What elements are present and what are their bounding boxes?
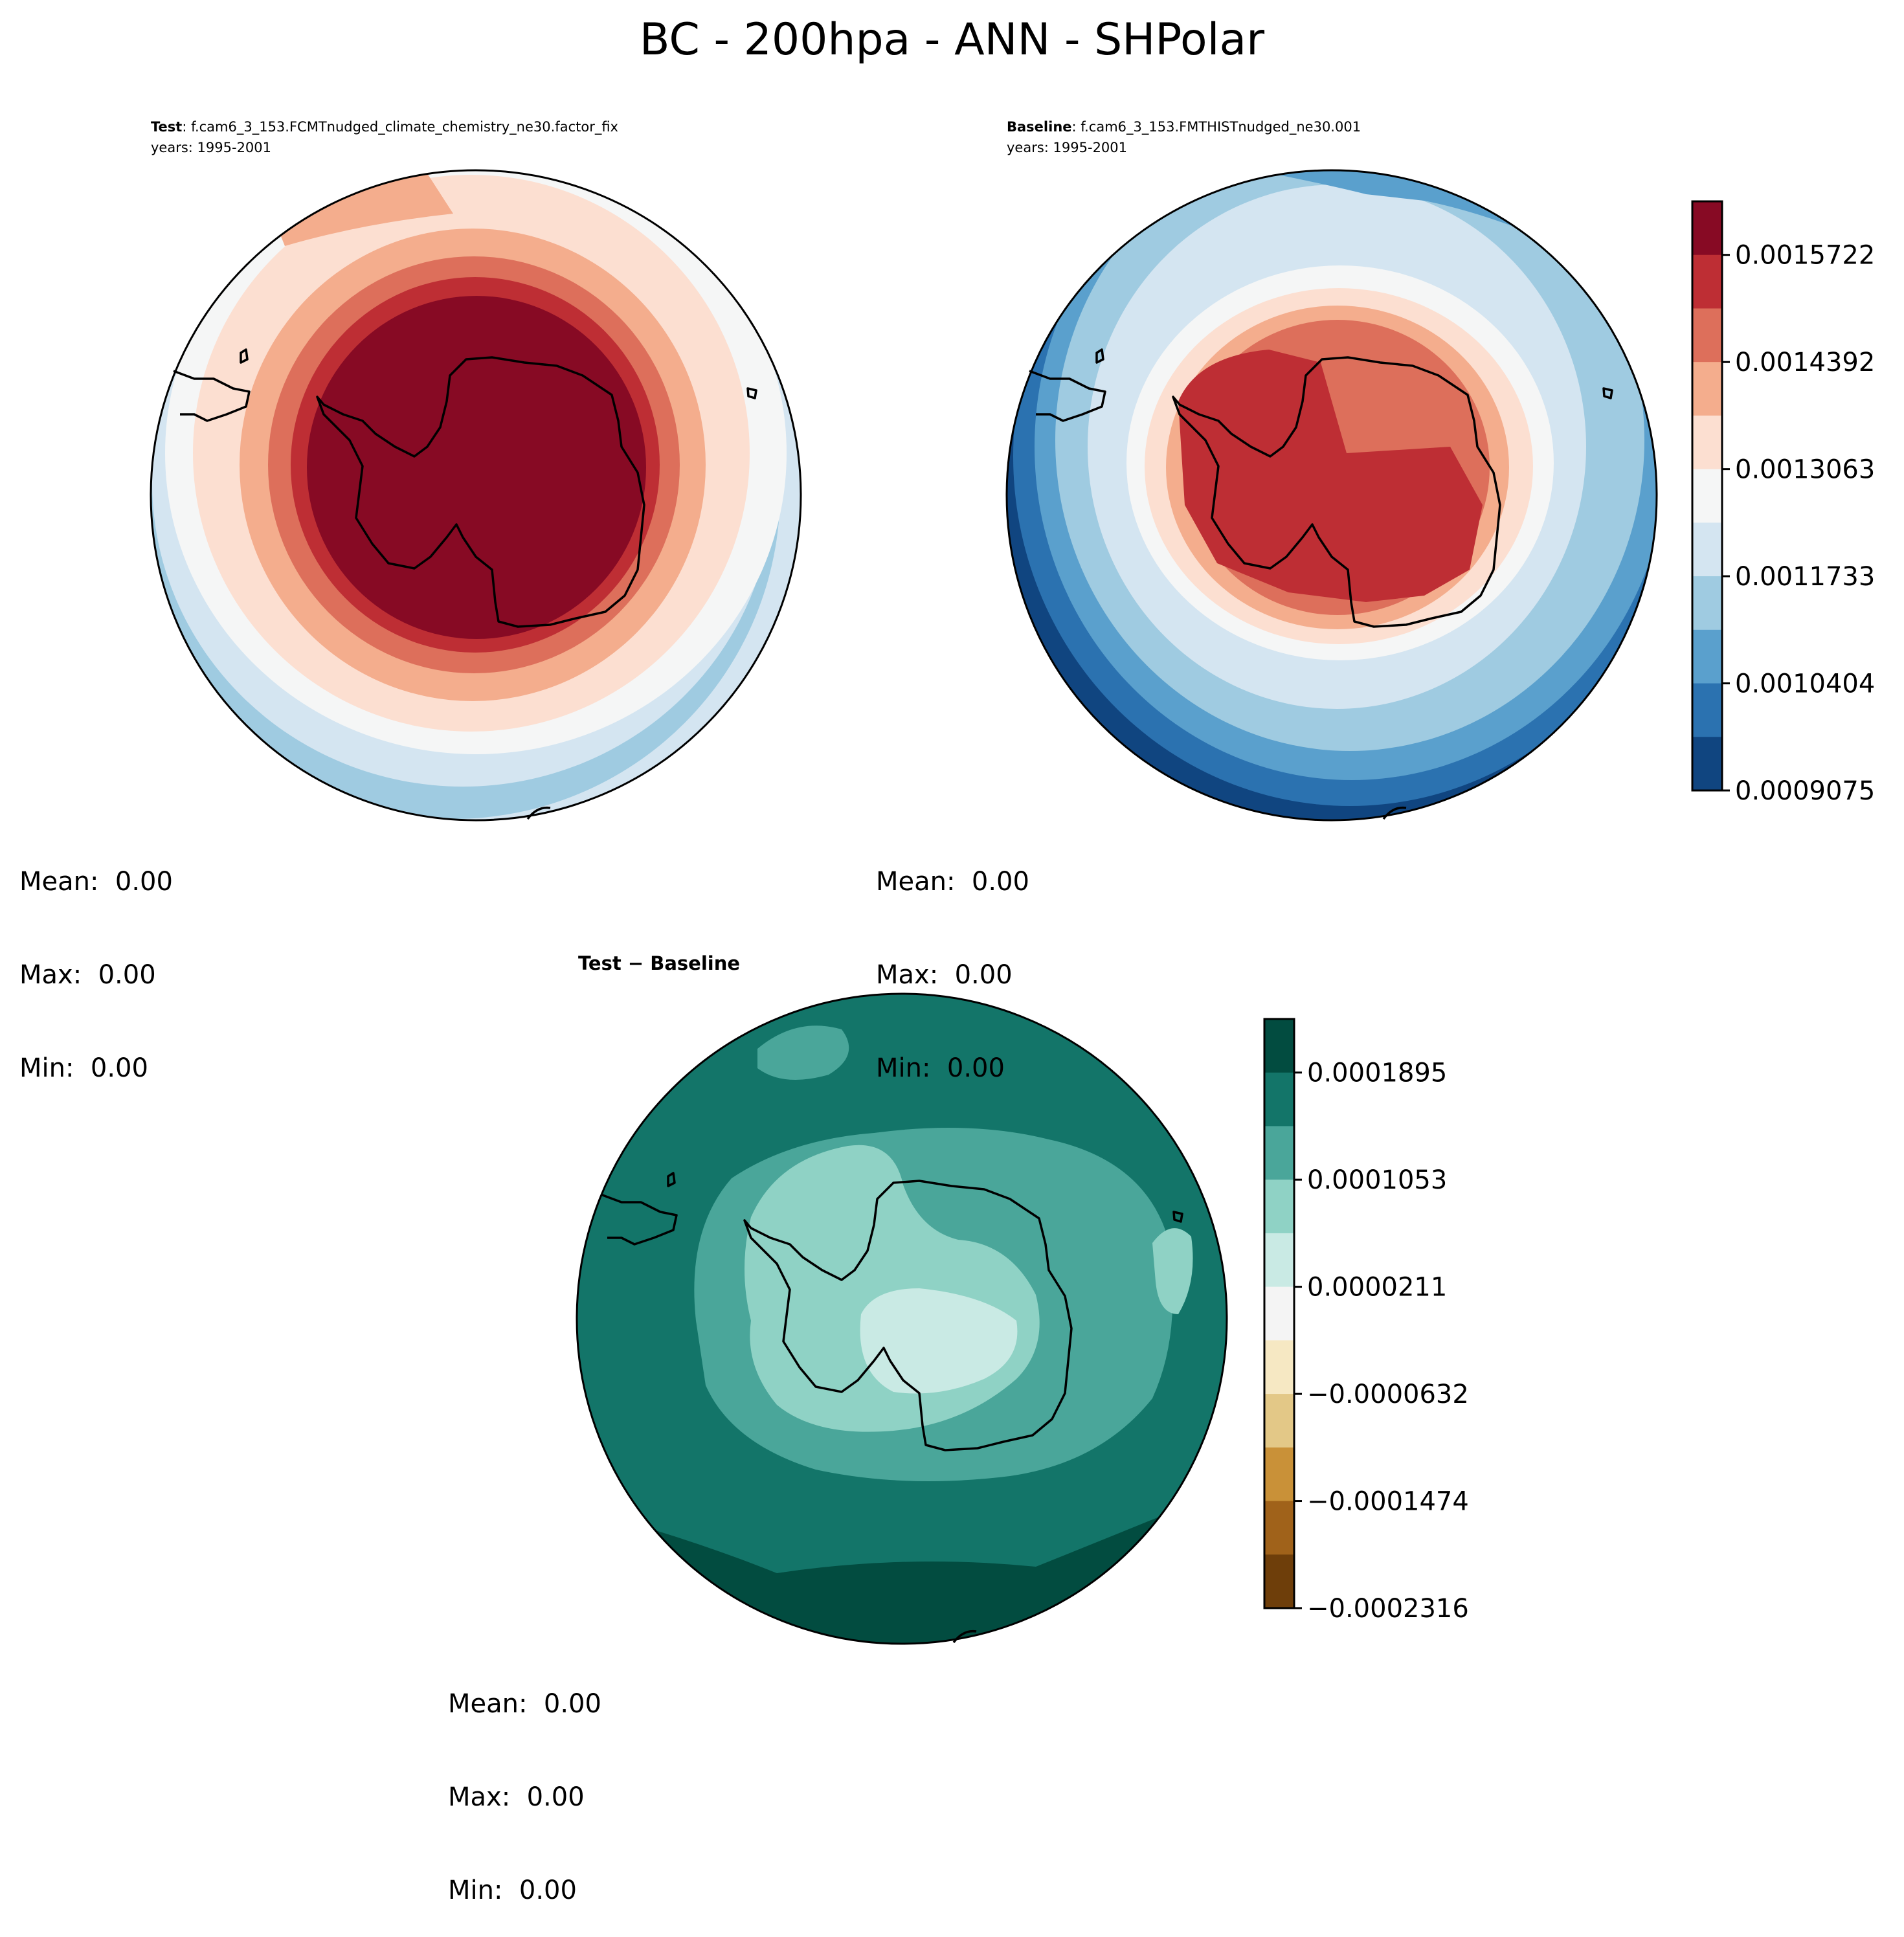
colorbar-brbg-segment <box>1264 1554 1294 1609</box>
colorbar-rdbu-segment <box>1692 629 1722 684</box>
figure-title: BC - 200hpa - ANN - SHPolar <box>639 14 1265 65</box>
baseline-min: Min: 0.00 <box>876 1053 1005 1083</box>
colorbar-rdbu-segment <box>1692 737 1722 791</box>
colorbar-rdbu-tick-label: 0.0010404 <box>1735 669 1875 699</box>
diff-min: Min: 0.00 <box>448 1875 577 1905</box>
colorbar-rdbu-segment <box>1692 254 1722 309</box>
colorbar-brbg-segment <box>1264 1286 1294 1341</box>
test-min: Min: 0.00 <box>19 1053 148 1083</box>
test-years: years: 1995-2001 <box>151 140 272 155</box>
colorbar-brbg-segment <box>1264 1394 1294 1448</box>
diff-stats: Mean: 0.00 Max: 0.00 Min: 0.00 <box>448 1626 601 1937</box>
colorbar-rdbu-frame <box>1691 200 1723 792</box>
colorbar-rdbu-segment <box>1692 576 1722 631</box>
diff-mean: Mean: 0.00 <box>448 1689 601 1719</box>
figure-canvas: 0.0015722 0.0014392 0.0013063 0.0011733 0.00… <box>150 169 1875 1645</box>
baseline-coastline <box>1029 348 1613 820</box>
baseline-label-bold: Baseline <box>1007 119 1072 135</box>
colorbar-rdbu-segment <box>1692 683 1722 737</box>
baseline-stats: Mean: 0.00 Max: 0.00 Min: 0.00 <box>876 804 1029 1115</box>
colorbar-rdbu-tick-label: 0.0011733 <box>1735 562 1875 592</box>
baseline-years: years: 1995-2001 <box>1007 140 1128 155</box>
colorbar-brbg-tick-label: 0.0000211 <box>1307 1273 1447 1303</box>
test-coastline <box>173 348 757 820</box>
baseline-panel-label: Baseline: f.cam6_3_153.FMTHISTnudged_ne3… <box>1007 120 1361 134</box>
colorbar-rdbu-tick-label: 0.0014392 <box>1735 348 1875 377</box>
test-label-bold: Test <box>151 119 183 135</box>
baseline-map <box>1005 169 1658 822</box>
colorbar-brbg: 0.0001895 0.0001053 0.0000211 −0.0000632 −0.… <box>1263 1018 1469 1624</box>
colorbar-brbg-segment <box>1264 1126 1294 1180</box>
diff-band-top <box>757 1025 849 1080</box>
test-map-boundary <box>150 169 802 822</box>
diff-coastline <box>600 1172 1183 1644</box>
colorbar-brbg-segment <box>1264 1180 1294 1234</box>
baseline-label-case: : f.cam6_3_153.FMTHISTnudged_ne30.001 <box>1071 119 1361 135</box>
colorbar-rdbu-segment <box>1692 308 1722 363</box>
test-mean: Mean: 0.00 <box>19 867 173 897</box>
colorbar-brbg-tick-label: −0.0001474 <box>1307 1487 1469 1517</box>
diff-band-4 <box>860 1288 1018 1394</box>
baseline-max: Max: 0.00 <box>876 960 1013 990</box>
colorbar-rdbu-segment <box>1692 415 1722 470</box>
diff-max: Max: 0.00 <box>448 1782 585 1812</box>
test-stats: Mean: 0.00 Max: 0.00 Min: 0.00 <box>19 804 173 1115</box>
colorbar-brbg-segment <box>1264 1233 1294 1288</box>
colorbar-brbg-tick-label: −0.0000632 <box>1307 1380 1469 1409</box>
diff-map-boundary <box>576 992 1228 1645</box>
colorbar-rdbu-segment <box>1692 469 1722 523</box>
baseline-mean: Mean: 0.00 <box>876 867 1029 897</box>
colorbar-rdbu: 0.0015722 0.0014392 0.0013063 0.0011733 0.00… <box>1691 200 1875 806</box>
colorbar-brbg-segment <box>1264 1072 1294 1127</box>
diff-map <box>576 992 1228 1645</box>
test-label-case: : f.cam6_3_153.FCMTnudged_climate_chemis… <box>182 119 618 135</box>
colorbar-rdbu-tick-label: 0.0015722 <box>1735 241 1875 271</box>
colorbar-rdbu-segment <box>1692 522 1722 577</box>
colorbar-rdbu-segment <box>1692 362 1722 416</box>
colorbar-brbg-tick-label: −0.0002316 <box>1307 1594 1469 1624</box>
colorbar-rdbu-segment <box>1692 201 1722 256</box>
colorbar-brbg-segment <box>1264 1340 1294 1394</box>
baseline-band-9 <box>1178 350 1483 602</box>
test-map <box>150 169 802 822</box>
colorbar-brbg-segment <box>1264 1019 1294 1073</box>
test-band-core <box>307 296 646 639</box>
diff-title: Test − Baseline <box>578 952 741 974</box>
colorbar-brbg-frame <box>1263 1018 1295 1609</box>
colorbar-rdbu-tick-label: 0.0013063 <box>1735 455 1875 485</box>
test-panel-label: Test: f.cam6_3_153.FCMTnudged_climate_ch… <box>151 120 618 134</box>
baseline-map-boundary <box>1005 169 1658 822</box>
colorbar-brbg-segment <box>1264 1501 1294 1555</box>
colorbar-rdbu-tick-label: 0.0009075 <box>1735 776 1875 806</box>
colorbar-brbg-tick-label: 0.0001053 <box>1307 1165 1447 1195</box>
colorbar-brbg-tick-label: 0.0001895 <box>1307 1058 1447 1088</box>
test-max: Max: 0.00 <box>19 960 156 990</box>
colorbar-brbg-segment <box>1264 1447 1294 1502</box>
diff-band-right <box>1152 1228 1193 1314</box>
